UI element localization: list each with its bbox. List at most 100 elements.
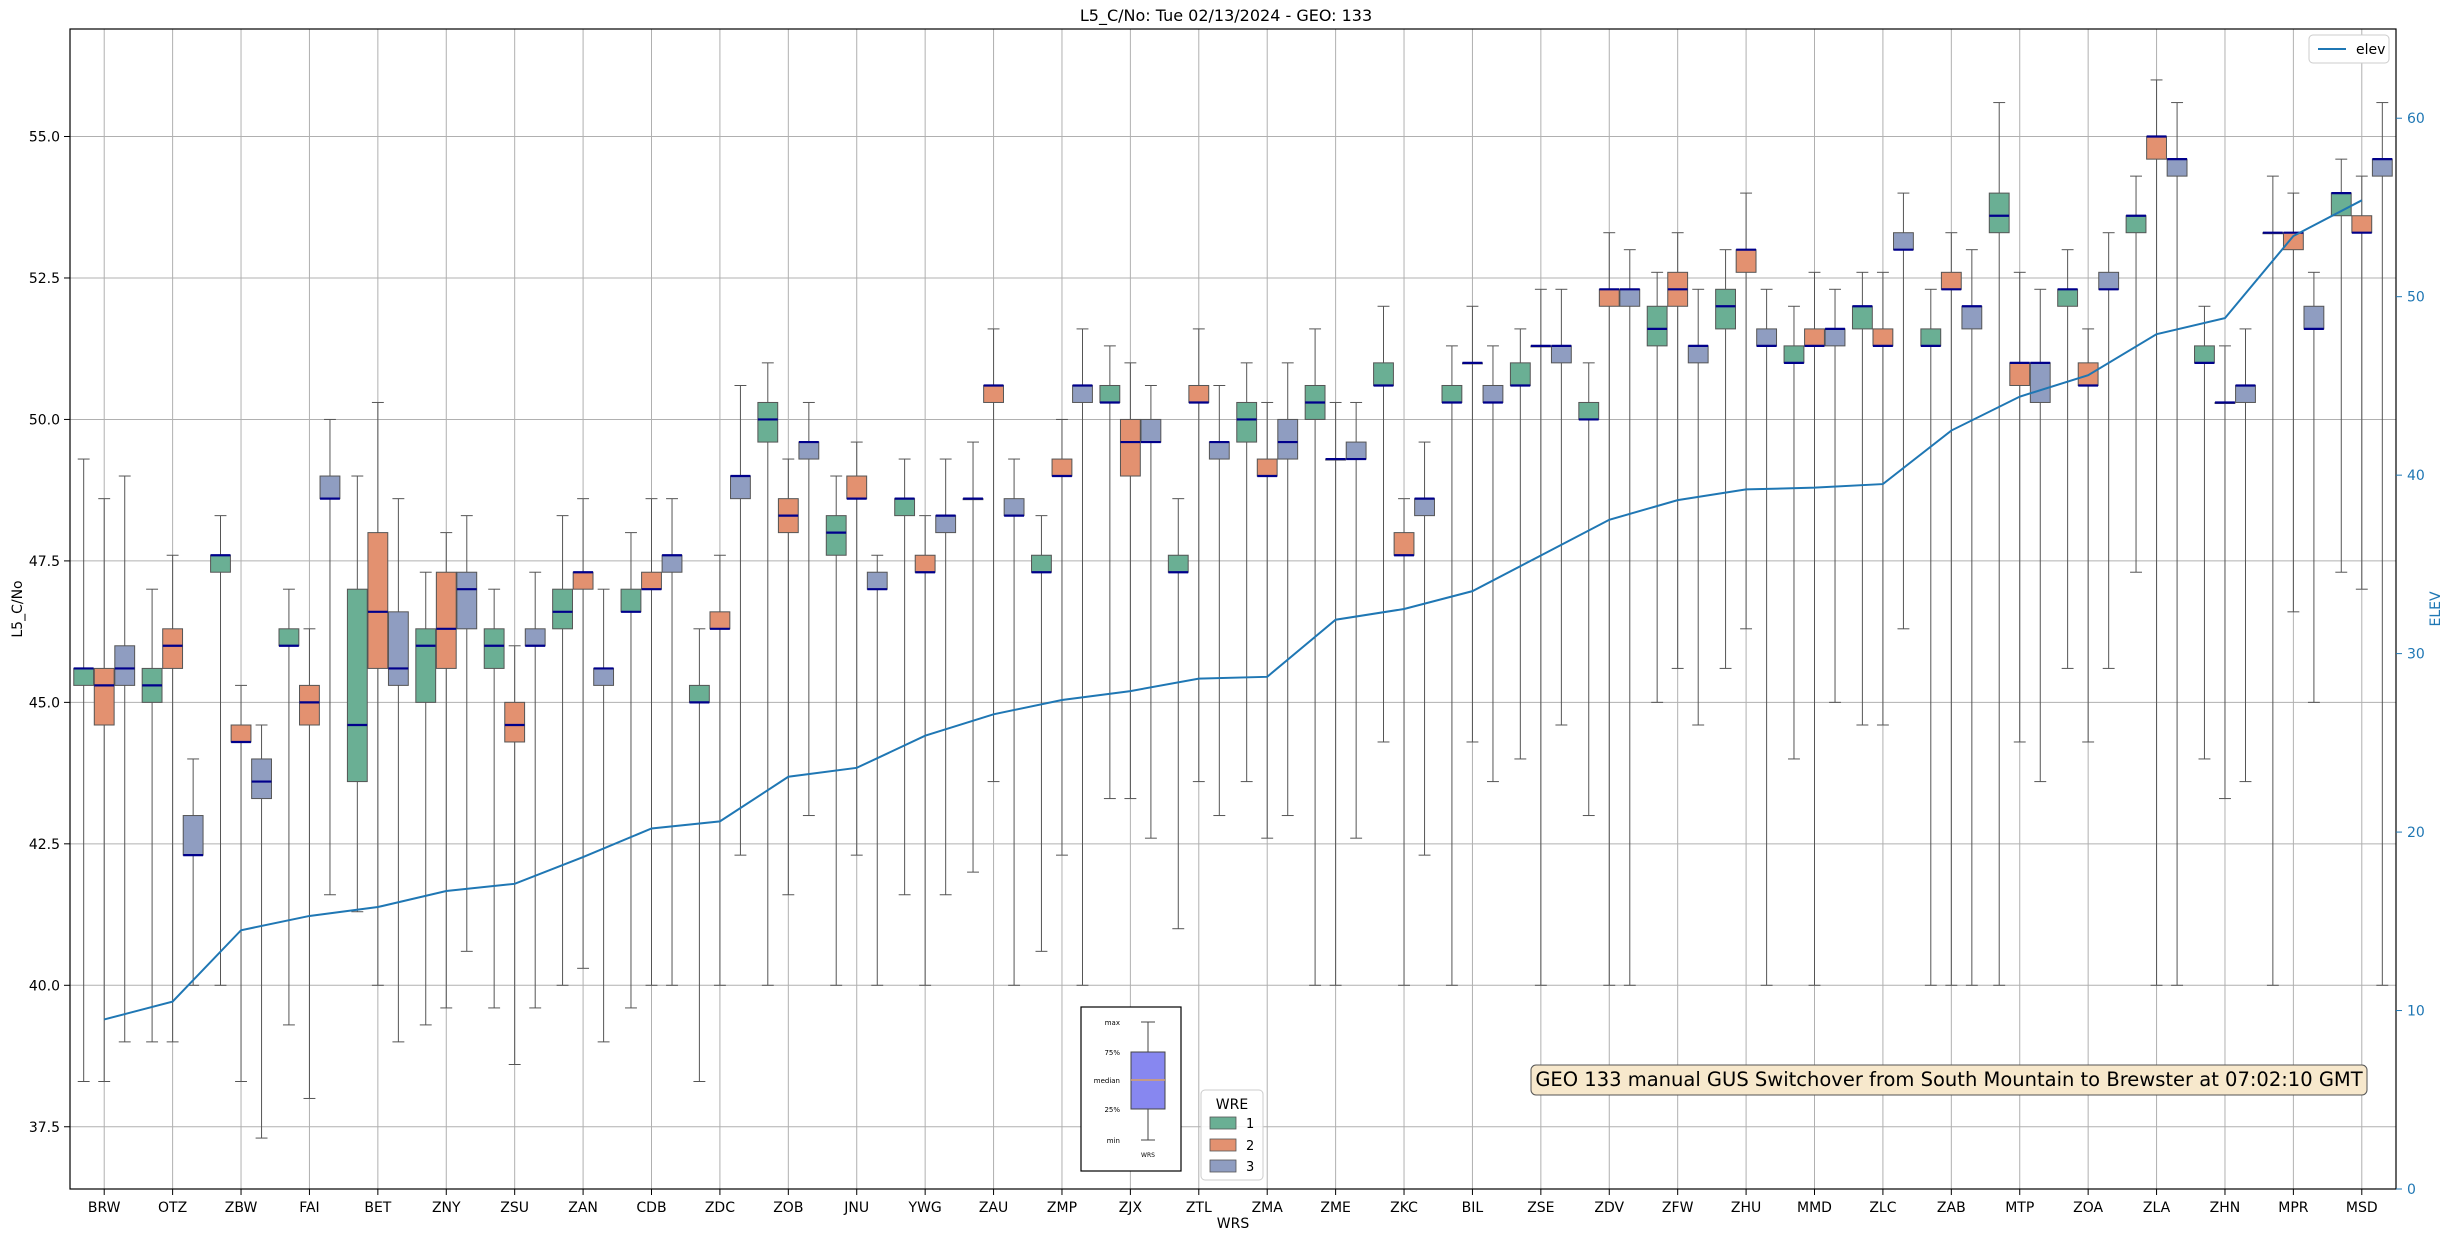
box xyxy=(593,667,615,686)
x-tick-label: ZDC xyxy=(705,1200,735,1216)
box xyxy=(641,571,662,590)
box xyxy=(552,588,573,630)
box-wre2 xyxy=(367,401,389,986)
elev-legend: elev xyxy=(2308,34,2390,64)
box-wre2 xyxy=(230,684,252,1082)
wre-legend: WRE 1 2 3 xyxy=(1200,1089,1264,1181)
box-wre3 xyxy=(387,498,409,1043)
box xyxy=(1482,384,1504,403)
box-wre1 xyxy=(825,475,847,986)
box-wre3 xyxy=(524,571,546,1009)
box-wre1 xyxy=(1236,362,1258,783)
x-tick-label: ZAB xyxy=(1937,1200,1966,1216)
x-tick-labels: BRW OTZ ZBW FAI BET ZNY ZSU ZAN CDB ZDC ZOB JNU YWG Z… xyxy=(88,1189,2378,1216)
box-wre2 xyxy=(2282,192,2304,613)
box-wre3 xyxy=(2371,102,2393,986)
box-wre2 xyxy=(1051,418,1073,856)
x-tick-label: JNU xyxy=(843,1200,869,1216)
box-wre2 xyxy=(2077,328,2099,743)
box-wre1 xyxy=(1509,328,1531,760)
box xyxy=(2303,305,2325,330)
wre-legend-swatch-3 xyxy=(1209,1159,1237,1173)
box xyxy=(1756,328,1778,347)
y2-tick-label: 60 xyxy=(2407,111,2425,127)
y-axis-label: L5_C/No xyxy=(10,580,26,637)
box-wre1 xyxy=(2057,249,2079,669)
x-tick-label: ZMA xyxy=(1252,1200,1284,1216)
plot-frame xyxy=(69,28,2397,1190)
box xyxy=(1277,418,1299,460)
x-tick-label: ZSU xyxy=(500,1200,529,1216)
box xyxy=(1208,441,1230,460)
box xyxy=(1099,384,1121,403)
box xyxy=(1441,384,1463,403)
box xyxy=(1578,401,1600,420)
box xyxy=(1003,498,1025,517)
box-wre2 xyxy=(914,515,936,986)
box-wre1 xyxy=(1304,328,1326,986)
box-wre3 xyxy=(1756,288,1778,986)
box xyxy=(983,384,1004,403)
box xyxy=(2194,345,2215,364)
box-wre2 xyxy=(846,441,868,856)
box xyxy=(1619,288,1641,307)
box-wre1 xyxy=(1099,345,1121,800)
box-wre1 xyxy=(2330,158,2352,573)
box-wre3 xyxy=(1482,345,1504,783)
wre-legend-label-2: 2 xyxy=(1246,1139,1254,1154)
wre-legend-swatch-1 xyxy=(1209,1116,1237,1130)
y2-tick-label: 0 xyxy=(2407,1182,2416,1198)
x-tick-label: MMD xyxy=(1797,1200,1832,1216)
box xyxy=(1735,249,1757,273)
box xyxy=(1072,384,1093,403)
box-wre2 xyxy=(709,554,731,986)
box-wre2 xyxy=(1735,192,1757,630)
box-wre3 xyxy=(1277,362,1299,817)
box xyxy=(1256,458,1278,477)
box-wre3 xyxy=(1414,441,1435,856)
box-wre3 xyxy=(593,588,615,1043)
x-tick-label: BET xyxy=(364,1200,391,1216)
box xyxy=(1598,288,1620,307)
box xyxy=(2330,192,2352,217)
box xyxy=(1031,554,1052,573)
box xyxy=(894,498,916,517)
box-wre3 xyxy=(1072,328,1093,986)
wre-legend-title: WRE xyxy=(1216,1097,1248,1113)
box xyxy=(1119,418,1141,477)
box-wre3 xyxy=(1345,401,1367,839)
y-tick-label: 37.5 xyxy=(29,1120,60,1136)
box-wre2 xyxy=(1119,362,1141,800)
box-wre3 xyxy=(661,498,683,986)
wre-legend-label-1: 1 xyxy=(1246,1117,1254,1132)
box xyxy=(456,571,478,630)
x-tick-label: ZOA xyxy=(2073,1200,2103,1216)
box-wre2 xyxy=(2009,271,2031,743)
box xyxy=(93,667,115,726)
box-wre1 xyxy=(2125,175,2147,573)
box-wre1 xyxy=(415,571,437,1026)
annotation-text: GEO 133 manual GUS Switchover from South… xyxy=(1535,1068,2362,1091)
box xyxy=(524,628,546,647)
box-wre3 xyxy=(1550,288,1572,726)
box xyxy=(319,475,341,500)
box xyxy=(1393,532,1415,556)
x-tick-label: ZJX xyxy=(1119,1200,1143,1216)
box xyxy=(278,628,300,647)
y-tick-label: 55.0 xyxy=(29,130,60,146)
box xyxy=(1188,384,1210,403)
box-key-inset: max 75% median 25% min WRS xyxy=(1080,1006,1182,1172)
box xyxy=(73,667,95,686)
box-wre2 xyxy=(435,532,457,1009)
box-key-min: min xyxy=(1107,1137,1120,1145)
switchover-annotation: GEO 133 manual GUS Switchover from South… xyxy=(1530,1064,2368,1096)
box-wre2 xyxy=(1188,328,1210,783)
y-tick-label: 52.5 xyxy=(29,271,60,287)
box-plots xyxy=(73,79,2393,1139)
box xyxy=(1893,232,1914,251)
box-wre1 xyxy=(1441,345,1463,986)
box-wre2 xyxy=(1598,232,1620,986)
box xyxy=(299,684,320,726)
x-tick-label: ZLC xyxy=(1869,1200,1896,1216)
